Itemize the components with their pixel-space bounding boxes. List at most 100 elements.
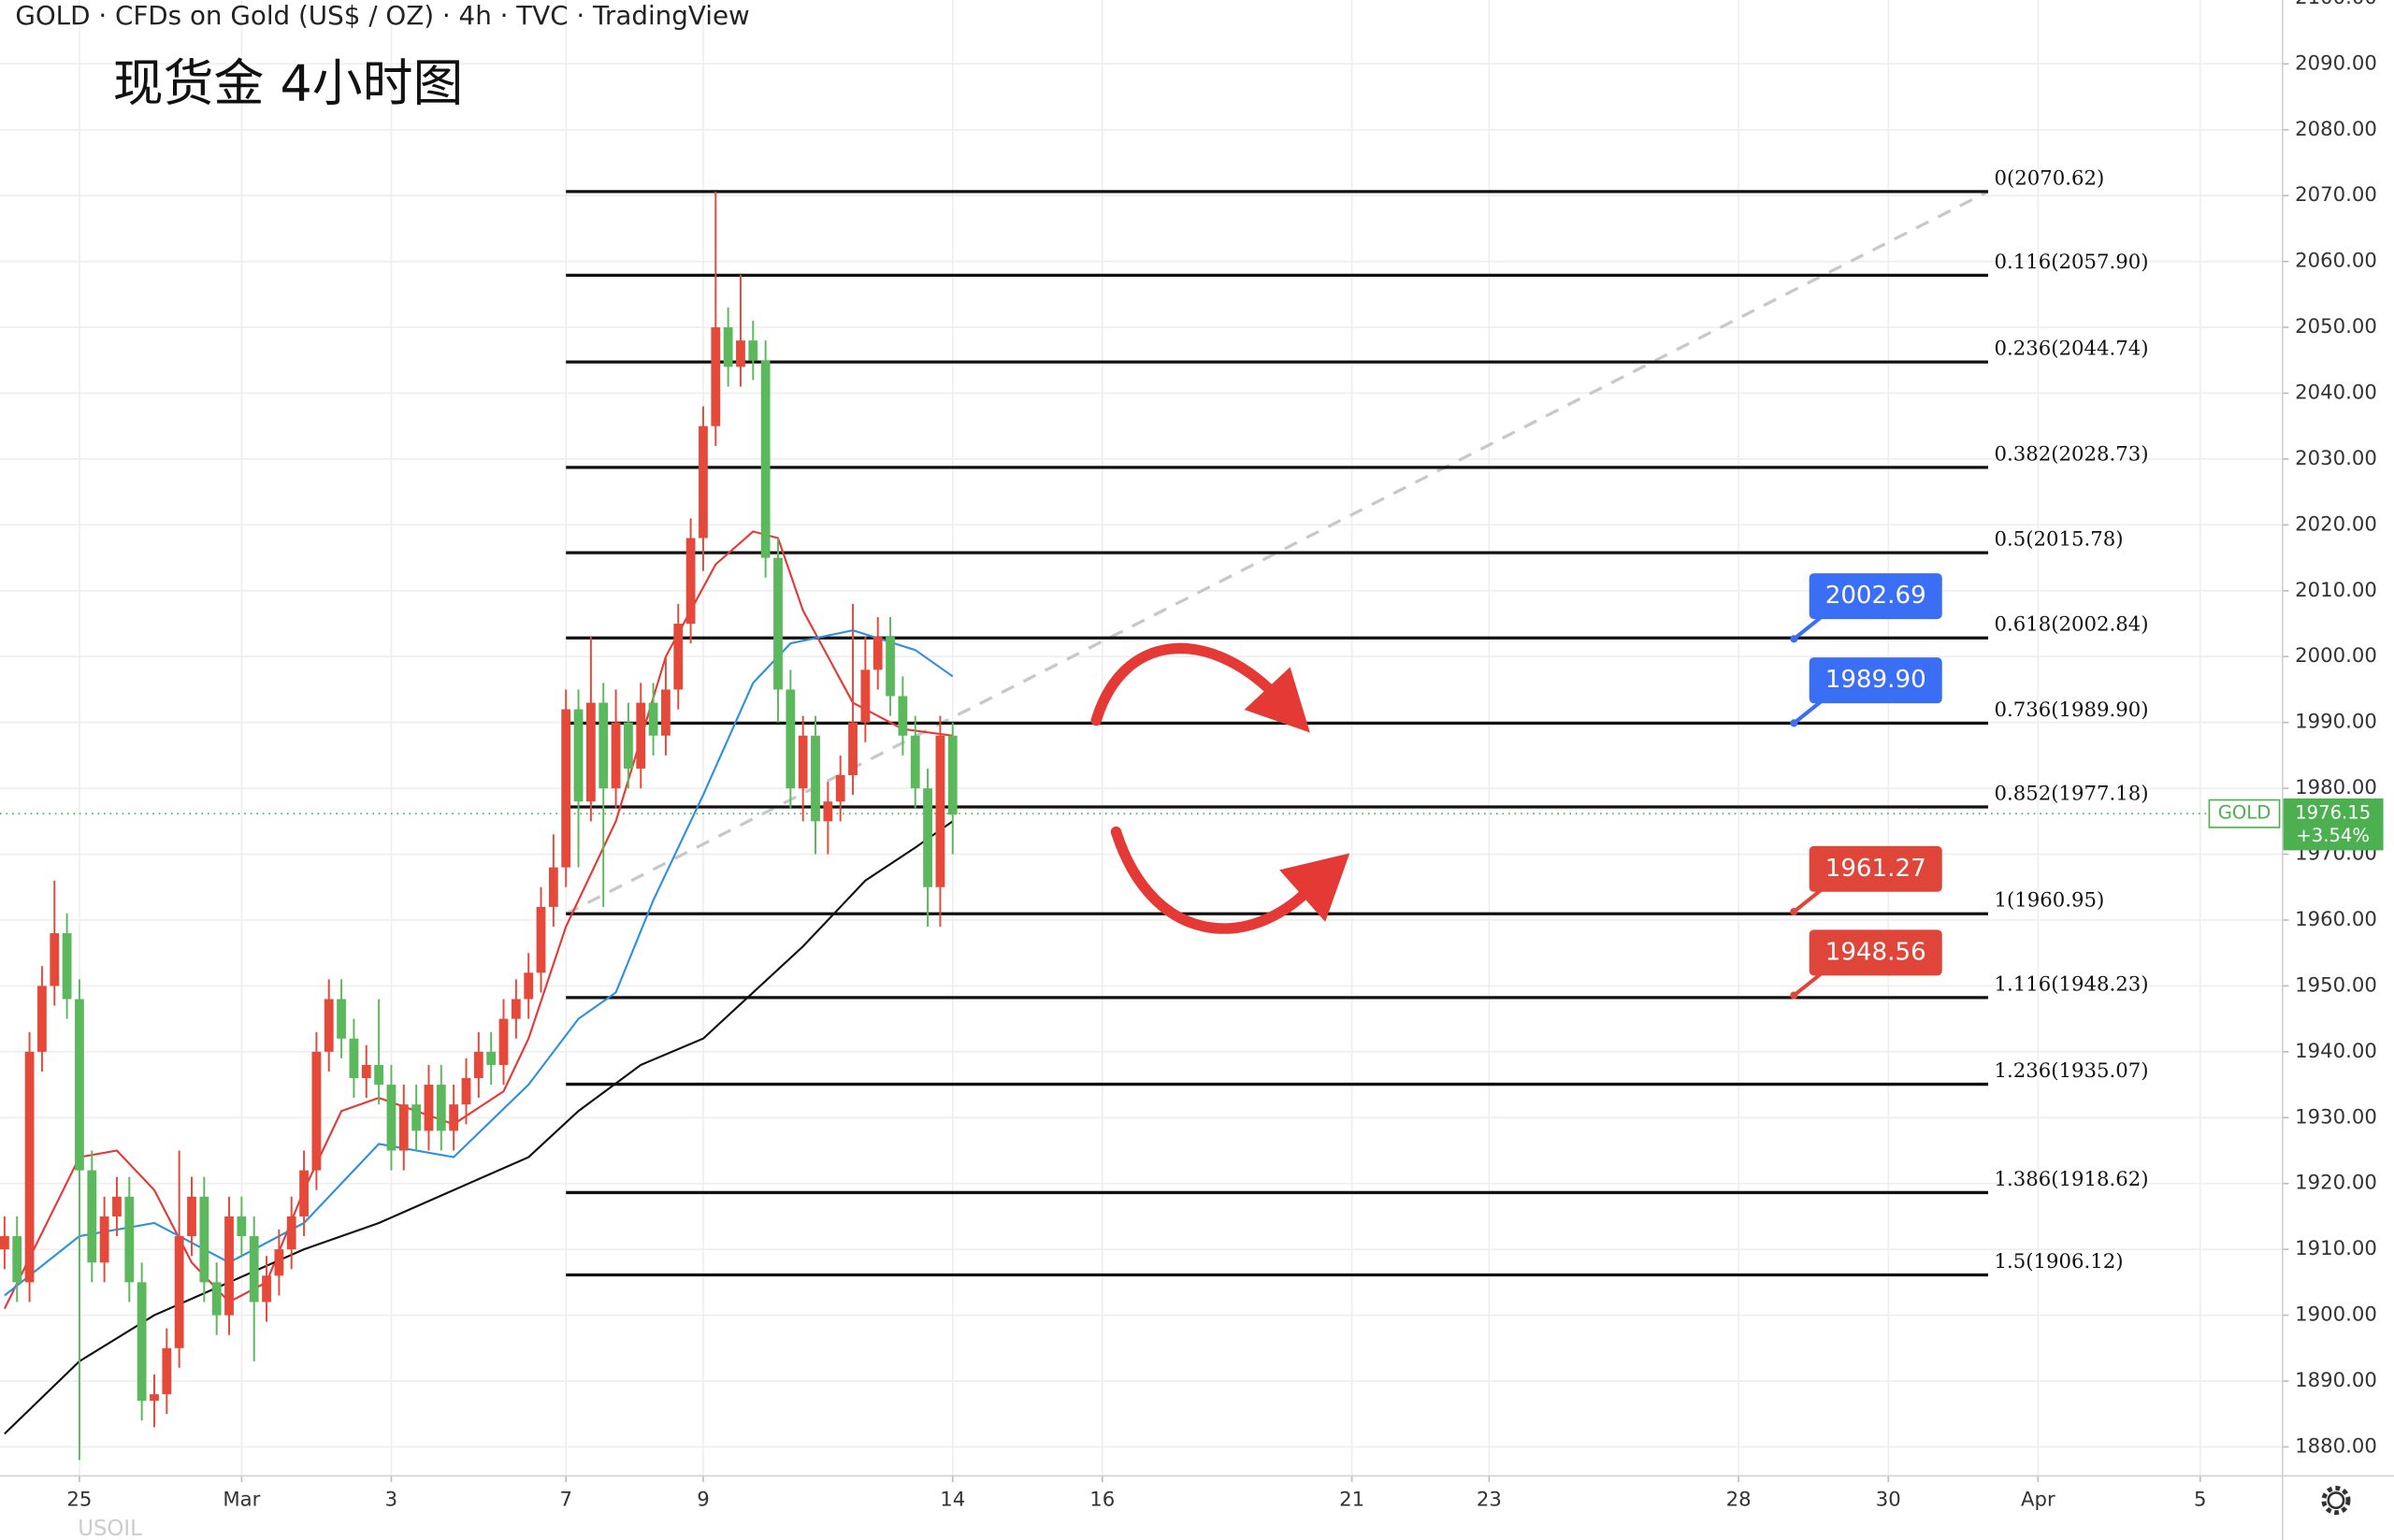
price-tag-anchor bbox=[1790, 635, 1798, 643]
y-tick-label: 2070.00 bbox=[2295, 183, 2377, 207]
y-tick-label: 1940.00 bbox=[2295, 1040, 2377, 1063]
x-tick-label: Apr bbox=[2021, 1489, 2055, 1512]
y-tick-label: 2010.00 bbox=[2295, 579, 2377, 602]
gear-teeth[interactable] bbox=[2321, 1486, 2351, 1516]
fib-label: 1.116(1948.23) bbox=[1995, 972, 2149, 996]
last-change-label: +3.54% bbox=[2296, 825, 2370, 846]
fib-label: 0.382(2028.73) bbox=[1995, 442, 2149, 466]
gear-ring[interactable] bbox=[2327, 1491, 2345, 1510]
candle-body bbox=[636, 702, 646, 769]
annotation: 现货金 4小时图 bbox=[113, 54, 464, 113]
price-tag-box bbox=[1809, 929, 1942, 976]
candle-body bbox=[449, 1104, 459, 1131]
candle-body bbox=[124, 1196, 135, 1283]
candle-body bbox=[873, 637, 883, 670]
arrowhead bbox=[1279, 853, 1350, 922]
price-tag-label: 1989.90 bbox=[1825, 666, 1926, 694]
candle-body bbox=[162, 1347, 172, 1395]
candle-body bbox=[99, 1216, 109, 1263]
candle-body bbox=[311, 1051, 322, 1171]
fib-label: 0.852(1977.18) bbox=[1995, 782, 2149, 805]
symbol-label: GOLD bbox=[2218, 802, 2271, 824]
y-tick-label: 1980.00 bbox=[2295, 776, 2377, 799]
y-tick-label: 1960.00 bbox=[2295, 908, 2377, 931]
candle-body bbox=[498, 1018, 509, 1065]
candle-body bbox=[748, 340, 758, 361]
y-tick-label: 2030.00 bbox=[2295, 447, 2377, 470]
overlay-layer bbox=[0, 190, 2283, 1435]
x-tick-label: 3 bbox=[385, 1489, 398, 1512]
moving-average bbox=[4, 628, 954, 1297]
last-price-badge bbox=[2282, 798, 2384, 851]
y-tick-label: 1900.00 bbox=[2295, 1303, 2377, 1327]
candle-body bbox=[923, 788, 932, 887]
candle-body bbox=[760, 360, 771, 558]
price-tag-box bbox=[1809, 657, 1942, 704]
x-tick-label: Mar bbox=[223, 1489, 260, 1512]
fib-label: 1.5(1906.12) bbox=[1995, 1250, 2124, 1274]
x-tick-label: 23 bbox=[1477, 1489, 1502, 1512]
candle-body bbox=[424, 1085, 434, 1131]
y-tick-label: 1880.00 bbox=[2295, 1434, 2377, 1458]
x-tick-label: 25 bbox=[66, 1489, 92, 1512]
candle-body bbox=[661, 689, 671, 736]
candle-body bbox=[786, 689, 796, 789]
candle-body bbox=[898, 696, 908, 736]
y-tick-label: 2100.00 bbox=[2295, 0, 2377, 9]
x-tick-label: 30 bbox=[1876, 1489, 1901, 1512]
candle-body bbox=[150, 1394, 159, 1402]
arrow-up-curve bbox=[1090, 642, 1280, 727]
header: GOLD · CFDs on Gold (US$ / OZ) · 4h · TV… bbox=[15, 0, 749, 31]
x-tick-label: 14 bbox=[940, 1489, 965, 1512]
x-tick-label: 7 bbox=[559, 1489, 572, 1512]
candle-body bbox=[685, 538, 696, 625]
fib-label: 0(2070.62) bbox=[1995, 166, 2105, 190]
last-price-label: 1976.15 bbox=[2295, 802, 2371, 824]
candle-body bbox=[249, 1236, 259, 1303]
price-tag-label: 1961.27 bbox=[1825, 855, 1926, 883]
settings-gear[interactable] bbox=[2321, 1486, 2351, 1516]
candle-body bbox=[174, 1236, 184, 1348]
candle-body bbox=[910, 735, 920, 789]
fib-label: 1(1960.95) bbox=[1995, 889, 2105, 913]
y-tick-label: 2040.00 bbox=[2295, 381, 2377, 404]
candle-body bbox=[848, 722, 858, 776]
candle-layer bbox=[0, 191, 958, 1461]
x-tick-label: 5 bbox=[2194, 1489, 2207, 1512]
fib-label: 0.618(2002.84) bbox=[1995, 613, 2149, 637]
fib-label: 1.386(1918.62) bbox=[1995, 1168, 2149, 1191]
candle-body bbox=[947, 735, 958, 815]
moving-average bbox=[4, 820, 954, 1435]
candle-body bbox=[835, 775, 845, 802]
candle-body bbox=[773, 557, 783, 690]
candle-body bbox=[699, 425, 708, 539]
forecast-arrows bbox=[1090, 642, 1350, 934]
x-tick-label: 21 bbox=[1339, 1489, 1364, 1512]
grid-layer bbox=[0, 0, 2283, 1476]
candle-body bbox=[75, 999, 84, 1171]
candle-body bbox=[199, 1196, 209, 1283]
candle-body bbox=[374, 1064, 383, 1086]
price-tag-anchor bbox=[1790, 719, 1798, 727]
price-tag-anchor bbox=[1790, 991, 1798, 1000]
candle-body bbox=[187, 1196, 196, 1237]
footer-symbol: USOIL bbox=[78, 1517, 142, 1540]
x-tick-label: 9 bbox=[697, 1489, 710, 1512]
candle-body bbox=[299, 1170, 309, 1216]
candle-body bbox=[548, 867, 558, 907]
candle-body bbox=[211, 1282, 222, 1316]
candle-body bbox=[12, 1236, 22, 1283]
y-tick-label: 1890.00 bbox=[2295, 1369, 2377, 1392]
candle-body bbox=[536, 906, 546, 973]
candle-body bbox=[798, 735, 808, 789]
y-tick-label: 1930.00 bbox=[2295, 1105, 2377, 1129]
candle-body bbox=[398, 1104, 409, 1151]
fib-label: 0.5(2015.78) bbox=[1995, 528, 2124, 552]
y-tick-label: 1910.00 bbox=[2295, 1237, 2377, 1260]
candle-body bbox=[361, 1064, 371, 1079]
candle-body bbox=[386, 1085, 397, 1151]
candle-body bbox=[886, 637, 895, 697]
candle-body bbox=[461, 1078, 471, 1105]
